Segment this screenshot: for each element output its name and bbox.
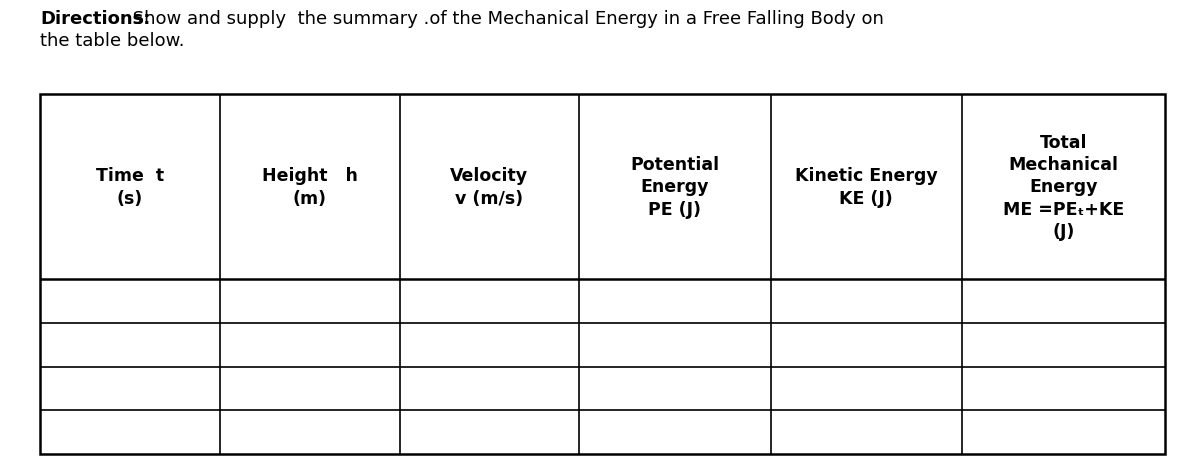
Bar	[40, 95, 1165, 454]
Text: Height   h
(m): Height h (m)	[262, 167, 358, 207]
Text: Potential
Energy
PE (J): Potential Energy PE (J)	[630, 156, 720, 218]
Text: Show and supply  the summary .of the Mechanical Energy in a Free Falling Body on: Show and supply the summary .of the Mech…	[127, 10, 883, 28]
Text: Kinetic Energy
KE (J): Kinetic Energy KE (J)	[794, 167, 937, 207]
Text: the table below.: the table below.	[40, 32, 185, 50]
Text: Time  t
(s): Time t (s)	[96, 167, 164, 207]
Text: Total
Mechanical
Energy
ME =PEₜ+KE
(J): Total Mechanical Energy ME =PEₜ+KE (J)	[1003, 134, 1124, 240]
Text: Directions:: Directions:	[40, 10, 150, 28]
Text: Velocity
v (m/s): Velocity v (m/s)	[450, 167, 528, 207]
